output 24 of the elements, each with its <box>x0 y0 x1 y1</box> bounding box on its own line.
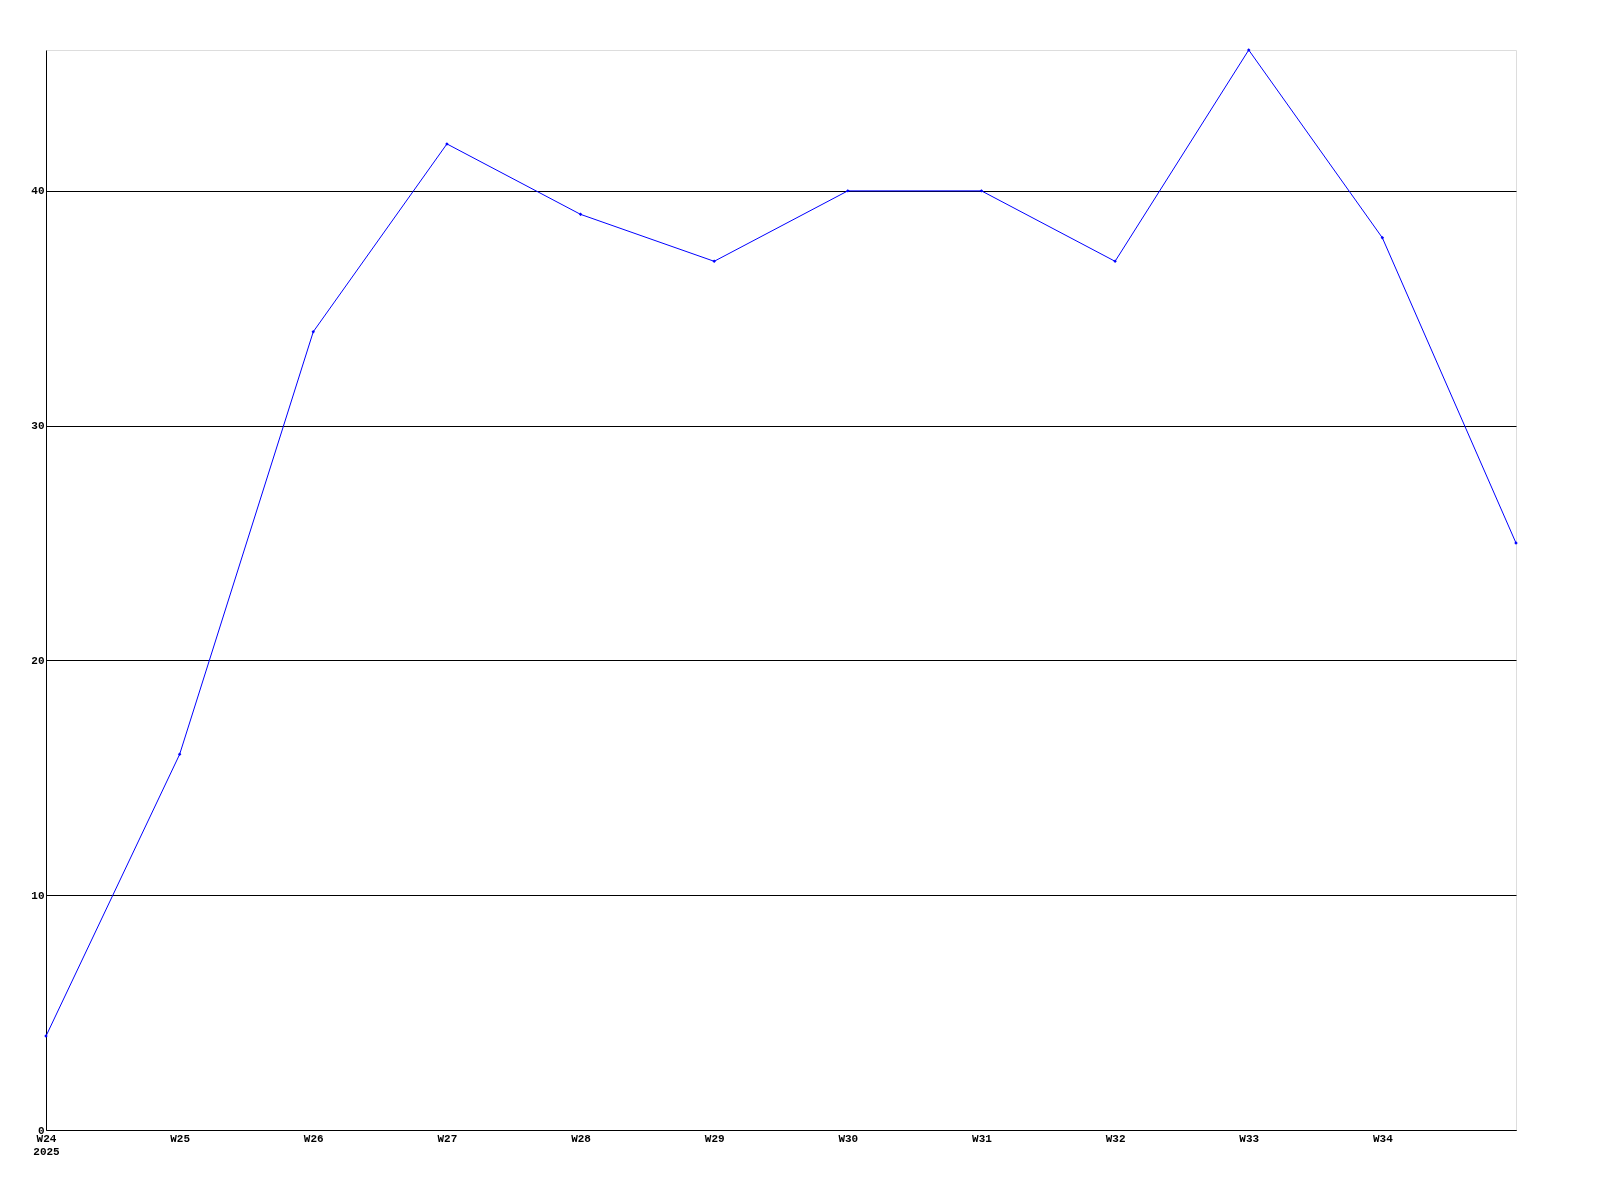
x-tick-label: W24 2025 <box>33 1132 61 1158</box>
point <box>311 330 315 334</box>
y-tick-label: 10 <box>31 889 45 902</box>
point <box>177 752 182 757</box>
point <box>712 259 716 264</box>
x-tick-label: W31 <box>972 1132 993 1145</box>
point <box>1247 48 1251 52</box>
y-tick-label: 30 <box>31 420 45 433</box>
x-tick-label: W26 <box>303 1132 324 1145</box>
line-series <box>44 48 1518 1038</box>
point <box>979 189 984 193</box>
x-tick-label: W28 <box>571 1132 592 1145</box>
point <box>1113 259 1117 264</box>
y-tick-label: 40 <box>31 185 45 198</box>
x-tick-label: W29 <box>704 1132 725 1145</box>
point <box>846 189 850 193</box>
x-tick-label: W33 <box>1239 1132 1260 1145</box>
x-tick-label: W25 <box>170 1132 191 1145</box>
x-tick-label: W27 <box>437 1132 458 1145</box>
x-tick-label: W32 <box>1105 1132 1126 1145</box>
y-tick-label: 20 <box>31 654 45 667</box>
point <box>1380 236 1385 240</box>
x-tick-label: W30 <box>838 1132 859 1145</box>
x-tick-label: W34 <box>1372 1132 1394 1145</box>
